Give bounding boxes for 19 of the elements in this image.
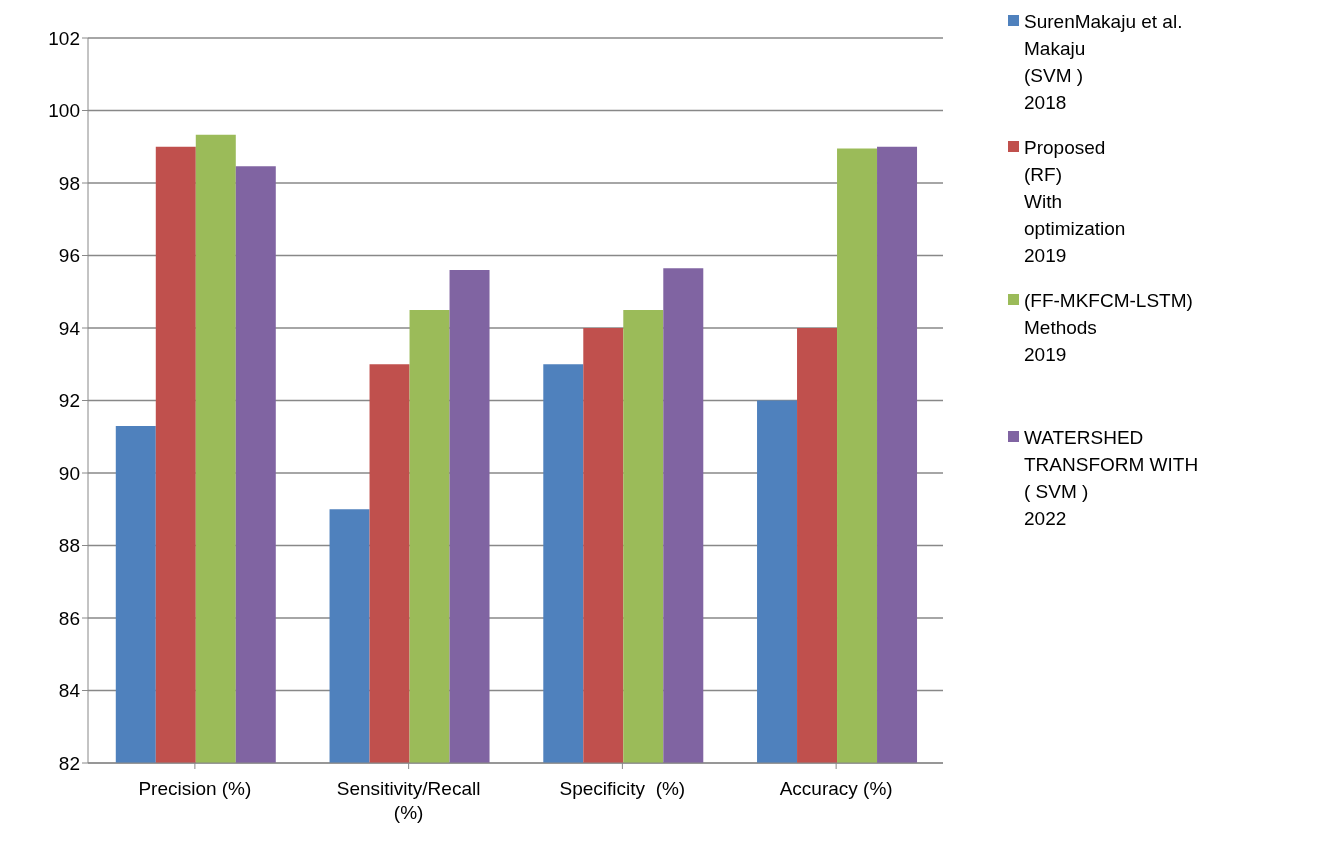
legend-label: WATERSHED TRANSFORM WITH ( SVM ) 2022	[1024, 426, 1199, 531]
y-tick-label: 98	[58, 172, 80, 194]
y-tick-label: 96	[58, 245, 80, 267]
x-tick-label: Precision (%)	[138, 778, 252, 799]
legend-label: SurenMakaju et al. Makaju (SVM ) 2018	[1024, 10, 1183, 115]
y-tick-label: 84	[58, 680, 81, 702]
y-tick-label: 92	[58, 390, 80, 412]
y-tick-label: 94	[58, 317, 81, 339]
x-tick-label: Accuracy (%)	[779, 778, 893, 799]
legend-label: (FF-MKFCM-LSTM) Methods 2019	[1024, 289, 1193, 367]
y-tick-label: 90	[58, 462, 80, 484]
y-tick-label: 102	[48, 27, 80, 49]
legend-label: Proposed (RF) With optimization 2019	[1024, 136, 1126, 268]
y-tick-label: 82	[58, 752, 80, 774]
x-tick-label: Specificity (%)	[559, 778, 686, 799]
y-tick-label: 86	[58, 607, 80, 629]
y-tick-label: 88	[58, 535, 80, 557]
y-tick-label: 100	[48, 100, 80, 122]
x-tick-label: Sensitivity/Recall (%)	[336, 778, 481, 823]
